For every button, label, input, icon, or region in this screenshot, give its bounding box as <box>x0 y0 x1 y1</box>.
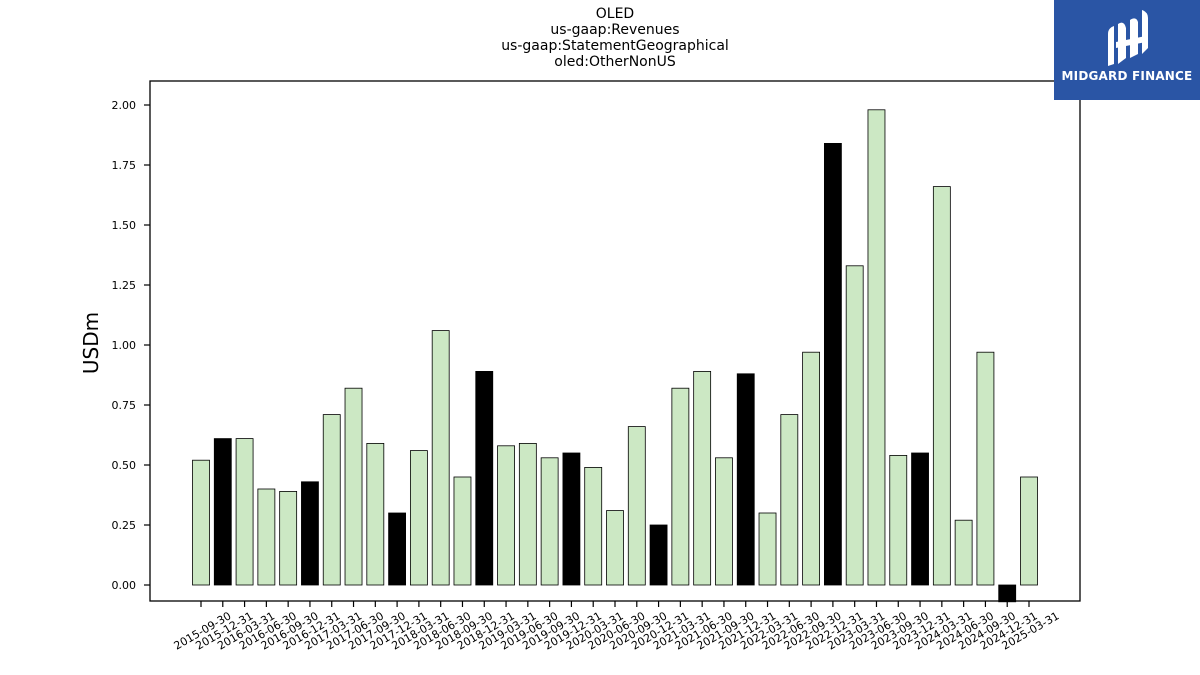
title-line-axis: us-gaap:StatementGeographical <box>501 38 729 54</box>
bar <box>715 457 733 586</box>
midgard-finance-logo: MIDGARD FINANCE <box>1054 0 1200 100</box>
bar <box>998 584 1017 603</box>
bar <box>911 452 929 586</box>
bar <box>976 351 995 586</box>
bar <box>279 490 298 586</box>
bar <box>954 519 973 586</box>
bar <box>932 186 951 586</box>
chart-title: OLED us-gaap:Revenues us-gaap:StatementG… <box>150 6 1080 70</box>
y-tick-label: 0.25 <box>112 519 137 532</box>
bar <box>693 370 712 586</box>
bar <box>780 414 799 586</box>
logo-text: MIDGARD FINANCE <box>1061 69 1193 83</box>
y-axis-label: USDm <box>79 312 103 374</box>
bar <box>388 512 407 586</box>
bar <box>213 438 232 586</box>
bar <box>192 459 210 586</box>
bar <box>802 351 821 586</box>
title-line-member: oled:OtherNonUS <box>554 54 676 70</box>
bar <box>758 512 777 586</box>
bar <box>671 387 690 586</box>
bar <box>475 370 494 586</box>
bar <box>845 265 864 586</box>
y-tick-label: 0.50 <box>112 459 137 472</box>
bar <box>366 442 385 586</box>
y-tick-label: 1.50 <box>112 219 137 232</box>
bar <box>322 414 341 586</box>
y-tick-label: 0.75 <box>112 399 137 412</box>
bar <box>823 142 842 586</box>
y-tick-label: 0.00 <box>112 579 137 592</box>
bar <box>518 442 537 586</box>
bar <box>431 330 450 586</box>
bar <box>889 454 908 586</box>
title-line-ticker: OLED <box>595 6 635 22</box>
title-line-concept: us-gaap:Revenues <box>550 22 680 38</box>
y-tick-label: 1.00 <box>112 339 137 352</box>
bar <box>562 452 581 586</box>
bar <box>584 466 603 586</box>
y-tick-label: 1.75 <box>112 159 137 172</box>
bar <box>257 488 276 586</box>
bar <box>235 438 254 586</box>
bar <box>627 426 646 586</box>
midgard-logo-icon <box>1108 10 1148 66</box>
bar <box>344 387 363 586</box>
bar <box>606 510 624 586</box>
y-tick-label: 1.25 <box>112 279 137 292</box>
bar <box>649 524 668 586</box>
bar <box>1020 476 1038 586</box>
bar <box>301 481 319 586</box>
bar <box>736 373 755 586</box>
bar <box>497 445 515 586</box>
bar <box>867 109 886 586</box>
bar <box>409 450 428 586</box>
bar <box>453 476 472 586</box>
bar <box>540 457 559 586</box>
y-tick-label: 2.00 <box>112 99 137 112</box>
